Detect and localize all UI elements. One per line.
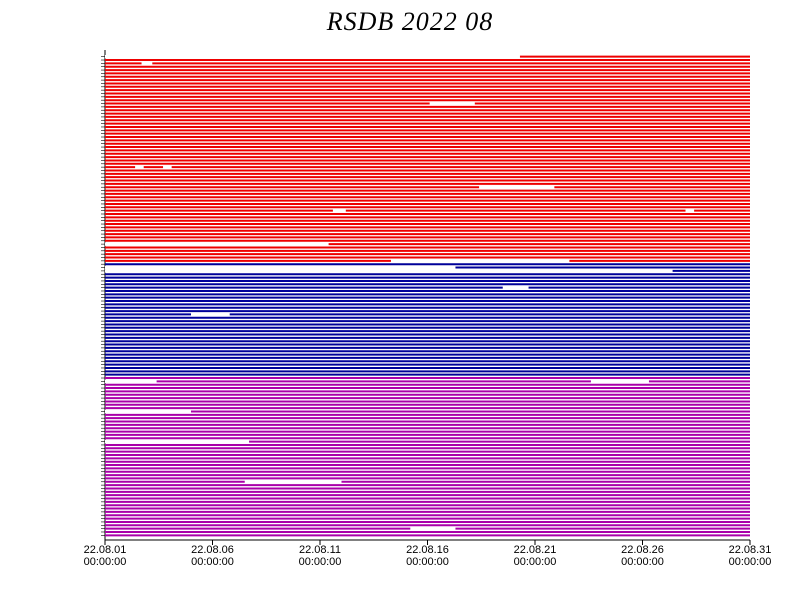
gap	[410, 526, 456, 531]
chart-title: RSDB 2022 08	[326, 7, 494, 36]
gap	[502, 285, 529, 290]
gap	[105, 409, 191, 414]
gap	[685, 208, 695, 213]
x-tick-label: 22.08.31	[729, 544, 772, 556]
x-tick-label: 22.08.01	[84, 544, 127, 556]
gap	[105, 242, 329, 246]
gap	[390, 259, 570, 263]
gap	[163, 165, 172, 169]
gap	[590, 379, 649, 384]
gap	[479, 185, 555, 189]
gap	[244, 480, 342, 484]
x-tick-time: 00:00:00	[84, 556, 127, 568]
x-tick-label: 22.08.11	[299, 544, 341, 556]
gap	[429, 101, 475, 106]
x-tick-time: 00:00:00	[191, 556, 234, 568]
x-tick-time: 00:00:00	[299, 556, 342, 568]
gap	[105, 265, 456, 270]
gap	[141, 61, 153, 66]
gap	[105, 269, 673, 273]
x-tick-time: 00:00:00	[729, 556, 772, 568]
gap	[105, 379, 157, 384]
x-tick-time: 00:00:00	[621, 556, 664, 568]
x-tick-label: 22.08.21	[514, 544, 557, 556]
x-tick-time: 00:00:00	[514, 556, 557, 568]
gap	[105, 439, 250, 444]
x-tick-time: 00:00:00	[406, 556, 449, 568]
gap	[105, 55, 520, 59]
gap	[135, 165, 144, 169]
gap	[332, 208, 346, 213]
x-tick-label: 22.08.06	[191, 544, 234, 556]
x-tick-label: 22.08.16	[406, 544, 449, 556]
gap	[191, 312, 230, 317]
x-tick-label: 22.08.26	[621, 544, 664, 556]
